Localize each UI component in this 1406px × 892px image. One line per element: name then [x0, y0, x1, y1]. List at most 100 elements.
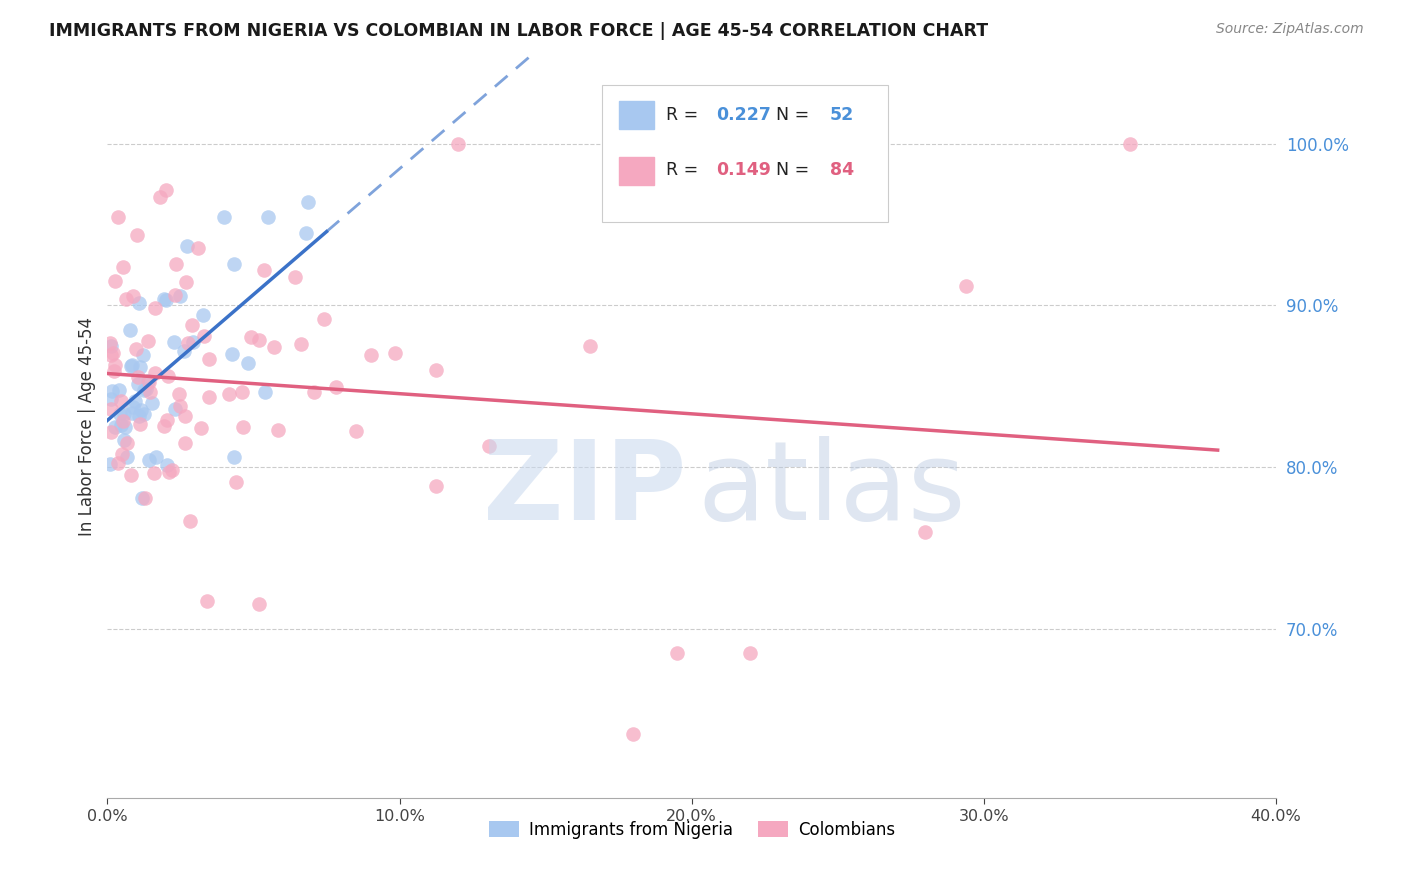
Point: [129, 417, 152, 431]
Point: [98, 336, 121, 351]
Point: [120, 468, 142, 483]
Point: [740, 646, 762, 660]
Point: [155, 293, 177, 307]
Point: [384, 346, 406, 360]
Point: [114, 419, 136, 434]
Point: [360, 349, 382, 363]
Point: [100, 339, 122, 353]
Text: atlas: atlas: [697, 436, 966, 543]
Point: [190, 421, 212, 435]
Point: [162, 463, 184, 477]
Point: [174, 409, 197, 423]
Legend: Immigrants from Nigeria, Colombians: Immigrants from Nigeria, Colombians: [482, 814, 901, 846]
Point: [173, 436, 195, 450]
Point: [100, 384, 122, 399]
Point: [191, 308, 214, 322]
Point: [312, 312, 335, 326]
Point: [107, 211, 129, 225]
Point: [110, 394, 132, 409]
Point: [165, 287, 187, 301]
Point: [218, 387, 240, 401]
Point: [125, 342, 148, 356]
Point: [257, 210, 280, 224]
Point: [955, 279, 977, 293]
Point: [156, 458, 179, 472]
Point: [236, 356, 259, 370]
Point: [100, 348, 122, 362]
Point: [110, 418, 132, 433]
Text: N =: N =: [765, 106, 815, 124]
Point: [157, 465, 180, 479]
Point: [253, 263, 276, 277]
Point: [107, 456, 129, 470]
Text: 84: 84: [830, 161, 853, 179]
Point: [579, 339, 602, 353]
Point: [231, 385, 253, 400]
Point: [120, 359, 142, 373]
Point: [129, 403, 152, 417]
Point: [263, 340, 285, 354]
Point: [163, 402, 186, 417]
Text: IMMIGRANTS FROM NIGERIA VS COLOMBIAN IN LABOR FORCE | AGE 45-54 CORRELATION CHAR: IMMIGRANTS FROM NIGERIA VS COLOMBIAN IN …: [49, 22, 988, 40]
FancyBboxPatch shape: [619, 157, 654, 186]
Point: [121, 358, 143, 372]
Point: [267, 424, 290, 438]
Point: [914, 524, 936, 539]
Point: [173, 344, 195, 359]
Point: [290, 337, 312, 351]
Point: [100, 392, 122, 406]
Point: [169, 288, 191, 302]
Point: [284, 270, 307, 285]
Text: N =: N =: [765, 161, 815, 179]
Point: [167, 387, 190, 401]
Text: 52: 52: [830, 106, 853, 124]
Point: [478, 439, 501, 453]
Point: [128, 409, 150, 423]
Point: [157, 369, 180, 384]
Point: [176, 275, 198, 289]
Point: [115, 450, 138, 464]
Point: [138, 453, 160, 467]
Point: [247, 597, 270, 611]
Point: [163, 334, 186, 349]
Point: [425, 362, 447, 376]
Point: [193, 328, 215, 343]
Point: [221, 347, 243, 361]
FancyBboxPatch shape: [619, 101, 654, 129]
Point: [132, 407, 155, 421]
Point: [621, 726, 644, 740]
Point: [135, 382, 157, 396]
Text: R =: R =: [666, 106, 704, 124]
Point: [212, 210, 235, 224]
Point: [165, 257, 187, 271]
Point: [120, 323, 142, 337]
Point: [152, 293, 174, 307]
Point: [104, 358, 127, 372]
Point: [100, 425, 122, 439]
Text: 0.149: 0.149: [716, 161, 770, 179]
Point: [122, 288, 145, 302]
Point: [98, 457, 121, 471]
Point: [254, 384, 277, 399]
Point: [125, 227, 148, 242]
Point: [103, 363, 125, 377]
Point: [302, 385, 325, 400]
Text: ZIP: ZIP: [482, 436, 686, 543]
Point: [121, 406, 143, 420]
Text: R =: R =: [666, 161, 704, 179]
Point: [127, 370, 149, 384]
Point: [149, 190, 172, 204]
Point: [180, 318, 202, 332]
Y-axis label: In Labor Force | Age 45-54: In Labor Force | Age 45-54: [79, 318, 96, 536]
Point: [124, 394, 146, 409]
Point: [145, 450, 167, 465]
Text: Source: ZipAtlas.com: Source: ZipAtlas.com: [1216, 22, 1364, 37]
Point: [425, 479, 447, 493]
Point: [179, 515, 201, 529]
Point: [143, 467, 166, 481]
Point: [195, 594, 218, 608]
Point: [141, 396, 163, 410]
Point: [222, 257, 245, 271]
Point: [153, 418, 176, 433]
Point: [138, 385, 160, 400]
